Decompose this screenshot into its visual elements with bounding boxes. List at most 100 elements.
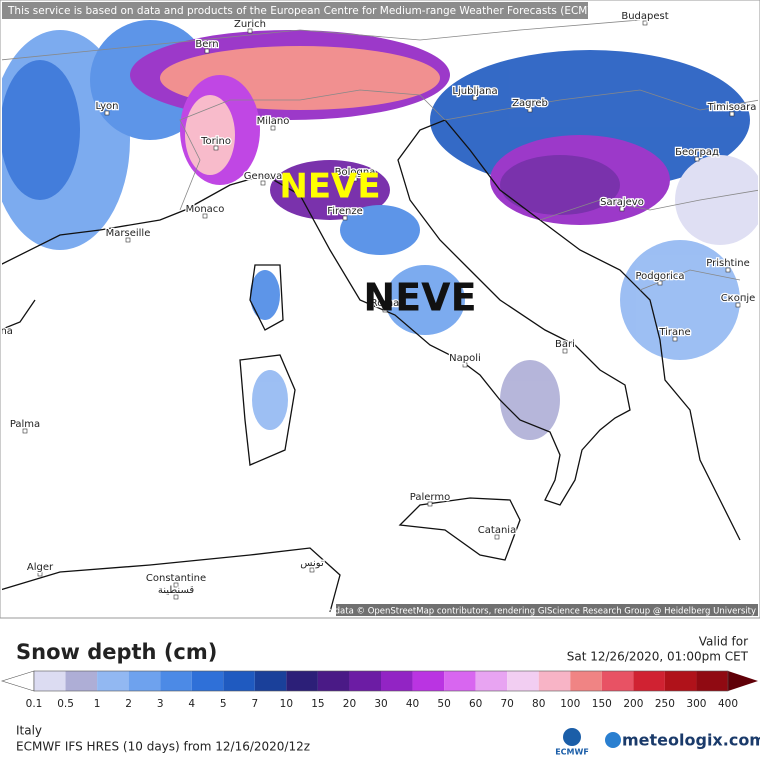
city-label: Podgorica [635,271,684,282]
region: Italy [16,724,42,738]
colorbar-tick-label: 7 [251,698,258,710]
city-label: Sarajevo [600,197,644,208]
map: Budapest Zurich Bern Lyon Milano Torino Genova… [0,2,758,616]
colorbar-cell [349,671,381,691]
colorbar-tick-label: 50 [437,698,450,710]
colorbar-tick-label: 100 [560,698,580,710]
colorbar-cell [664,671,697,691]
borders [2,19,758,291]
city-label: Barcelona [0,326,13,337]
colorbar-cell [696,671,728,691]
colorbar-cell [254,671,287,691]
snow-cover [2,20,758,440]
city-marker [694,156,700,162]
city-label: Zagreb [512,98,548,109]
colorbar-tick-label: 60 [469,698,482,710]
colorbar-cell [507,671,539,691]
colorbar-cell [633,671,665,691]
city-marker [427,501,433,507]
colorbar-tick-label: 5 [220,698,227,710]
colorbar-tick-label: 250 [655,698,675,710]
city-label: Prishtine [706,258,749,269]
city-marker [260,180,266,186]
colorbar-tick-label: 400 [718,698,738,710]
colorbar-cell [65,671,98,691]
city-marker [735,302,741,308]
city-marker [342,215,348,221]
colorbar-tick-label: 2 [125,698,132,710]
city-marker [462,362,468,368]
colorbar-cell [128,671,161,691]
colorbar-cell [223,671,255,691]
city-labels: Budapest Zurich Bern Lyon Milano Torino Genova… [0,10,758,600]
city-label: Genova [244,171,282,182]
city-marker [125,237,131,243]
city-label: Bari [555,339,575,350]
colorbar-cell [475,671,508,691]
notice-bg [2,2,588,19]
colorbar-tick-label: 200 [623,698,643,710]
colorbar-outline [33,670,729,692]
city-marker [494,534,500,540]
city-label: Firenze [327,206,363,217]
colorbar-tick-label: 4 [188,698,195,710]
colorbar-cell [286,671,318,691]
city-marker [104,110,110,116]
city-marker [247,28,253,34]
colorbar-cell [412,671,445,691]
colorbar-cell [317,671,350,691]
colorbar-tick-label: 80 [532,698,545,710]
colorbar-tick-label: 300 [686,698,706,710]
legend-title: Snow depth (cm) [16,640,217,664]
city-marker [173,582,179,588]
colorbar-tick-label: 0.5 [57,698,74,710]
colorbar-tick-label: 10 [280,698,293,710]
ecmwf-logo: ECMWF [555,748,589,757]
city-label: Torino [200,136,231,147]
valid-label: Valid for [699,635,748,649]
city-marker [37,571,43,577]
colorbar-tick-label: 3 [157,698,164,710]
city-label: Palermo [410,492,450,503]
colorbar-cell [160,671,192,691]
city-marker [657,280,663,286]
coastlines [2,119,741,613]
colorbar-cell [191,671,224,691]
city-marker [202,213,208,219]
city-marker [472,95,478,101]
meteologix-icon [605,732,621,748]
city-label: تونس [300,558,324,569]
colorbar-cell [538,671,571,691]
colorbar-cell [444,671,476,691]
city-label: Београд [675,147,719,158]
colorbar-tick-label: 15 [311,698,324,710]
city-label: Timisoara [707,102,757,113]
city-marker [204,48,210,54]
city-label: Budapest [621,11,668,22]
colorbar-tick-label: 40 [406,698,419,710]
notice: This service is based on data and produc… [7,5,608,17]
city-label: Lyon [95,101,118,112]
city-label: Palma [10,419,40,430]
city-label: Napoli [449,353,481,364]
city-label: Tirane [658,327,690,338]
city-label: Catania [478,525,516,536]
colorbar-cell [570,671,602,691]
city-marker [213,145,219,151]
city-label: Monaco [186,204,225,215]
city-label: Bologna [335,167,376,178]
city-label: Marseille [106,228,151,239]
colorbar-tick-label: 150 [592,698,612,710]
city-marker [527,107,533,113]
city-marker [725,267,731,273]
colorbar-cell [381,671,413,691]
city-label: Milano [257,116,290,127]
colorbar-tick-label: 70 [500,698,513,710]
colorbar-tick-label: 30 [374,698,387,710]
city-marker [22,428,28,434]
colorbar-tick-label: 1 [94,698,101,710]
city-marker [642,20,648,26]
ecmwf-icon [563,728,581,746]
colorbar-cell [97,671,129,691]
